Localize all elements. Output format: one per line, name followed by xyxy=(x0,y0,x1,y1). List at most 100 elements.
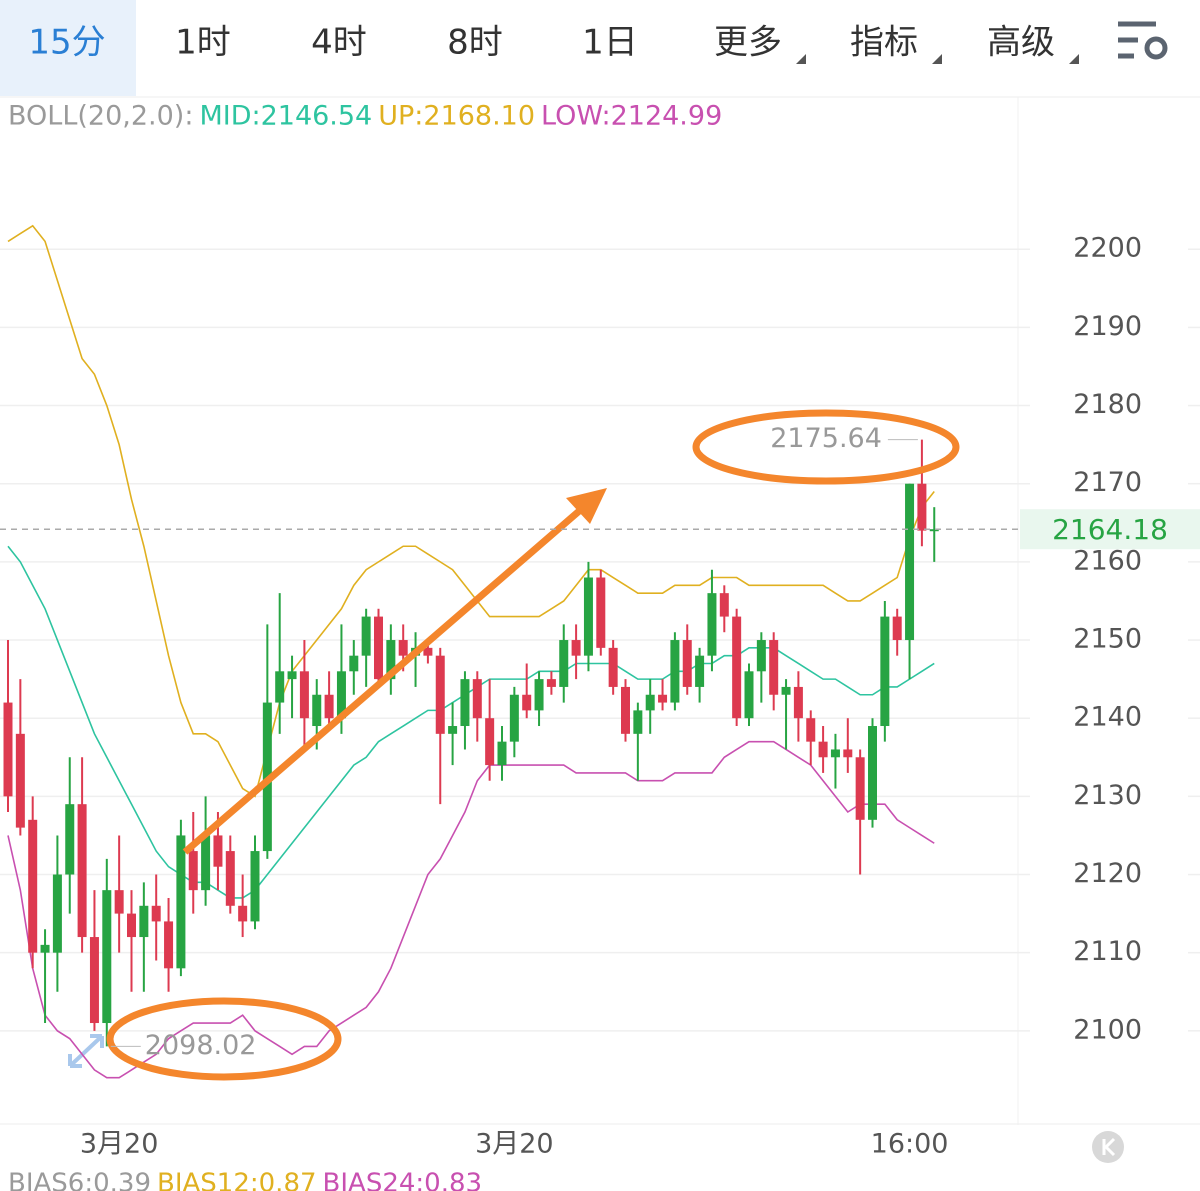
candle-body xyxy=(374,616,383,680)
candle-body xyxy=(435,655,445,734)
dropdown-triangle xyxy=(932,54,942,64)
candle-body xyxy=(571,640,581,656)
candle-body xyxy=(917,483,927,531)
legend-text: BIAS24:0.83 xyxy=(323,1169,483,1191)
candle-body xyxy=(28,819,38,953)
settings-icon[interactable] xyxy=(1118,21,1168,60)
tab[interactable]: 指标 xyxy=(850,23,918,63)
candle-body xyxy=(695,655,705,687)
legend-text: LOW:2124.99 xyxy=(541,101,722,132)
y-tick-label: 2200 xyxy=(1073,233,1142,264)
y-tick-label: 2180 xyxy=(1073,389,1142,420)
candle-body xyxy=(299,671,309,719)
candle-body xyxy=(448,726,458,734)
candle-body xyxy=(3,702,13,797)
candle-body xyxy=(707,593,717,656)
candle-body xyxy=(645,694,655,711)
candle-body xyxy=(472,679,482,719)
candle-body xyxy=(65,804,75,875)
candle-body xyxy=(188,851,198,891)
candle-body xyxy=(361,616,371,656)
candle-body xyxy=(509,694,519,742)
candle-body xyxy=(608,647,618,687)
candle-body xyxy=(287,671,297,680)
candle-body xyxy=(139,905,149,938)
tab[interactable]: 更多 xyxy=(714,23,782,63)
candle-body xyxy=(324,694,334,719)
candle-body xyxy=(806,718,816,742)
candle-body xyxy=(40,944,50,953)
candle-body xyxy=(460,679,470,727)
candle-body xyxy=(398,640,408,656)
candle-body xyxy=(497,741,507,766)
candle-body xyxy=(15,733,25,828)
candle-body xyxy=(682,640,692,687)
boll-line xyxy=(7,740,935,1079)
tab[interactable]: 15分 xyxy=(28,23,105,63)
tab[interactable]: 8时 xyxy=(447,23,503,63)
candle-body xyxy=(312,694,322,727)
candle-body xyxy=(830,749,840,758)
last-price-box xyxy=(1020,509,1200,550)
high-marker-label: 2175.64 xyxy=(770,423,882,454)
y-tick-label: 2190 xyxy=(1073,311,1142,342)
tab[interactable]: 1时 xyxy=(175,23,231,63)
candle-body xyxy=(633,710,643,734)
last-price-label: 2164.18 xyxy=(1052,513,1168,546)
candle-body xyxy=(559,640,569,687)
y-tick-label: 2100 xyxy=(1073,1014,1142,1045)
tab[interactable]: 4时 xyxy=(311,23,367,63)
candle-body xyxy=(756,640,766,672)
candle-body xyxy=(423,647,433,656)
y-tick-label: 2150 xyxy=(1073,624,1142,655)
y-tick-label: 2160 xyxy=(1073,545,1142,576)
y-tick-label: 2120 xyxy=(1073,858,1142,889)
candle-body xyxy=(793,686,803,719)
tab[interactable]: 高级 xyxy=(987,23,1055,63)
candle-body xyxy=(596,577,606,648)
candle-body xyxy=(349,655,359,672)
x-tick-label: 3月20 xyxy=(475,1129,554,1160)
y-tick-label: 2170 xyxy=(1073,467,1142,498)
candle-body xyxy=(546,679,556,687)
candle-body xyxy=(781,686,791,695)
annotations xyxy=(106,409,960,1081)
candle-body xyxy=(658,694,668,703)
candle-body xyxy=(336,671,346,719)
legend-text: BIAS12:0.87 xyxy=(157,1169,317,1191)
legend-text: MID:2146.54 xyxy=(199,101,372,132)
tab[interactable]: 1日 xyxy=(582,23,638,63)
x-tick-label: 16:00 xyxy=(871,1129,949,1160)
zoom-icon[interactable] xyxy=(68,1034,104,1068)
candle-body xyxy=(151,905,161,922)
candle-body xyxy=(250,851,260,922)
candle-body xyxy=(769,640,779,695)
candle-body xyxy=(225,851,235,906)
candle-body xyxy=(670,640,680,703)
x-tick-label: 3月20 xyxy=(80,1129,159,1160)
candle-body xyxy=(89,937,99,1024)
candle-body xyxy=(744,671,754,719)
candle-body xyxy=(892,616,902,641)
candle-body xyxy=(732,616,742,719)
legend-text: UP:2168.10 xyxy=(378,101,535,132)
candle-body xyxy=(843,749,853,758)
candle-body xyxy=(201,835,211,891)
candle-body xyxy=(534,679,544,711)
active-tab-bg xyxy=(0,0,136,96)
legend-text: BOLL(20,2.0): xyxy=(8,101,193,132)
candle-body xyxy=(77,804,87,938)
boll-line xyxy=(7,224,935,798)
y-tick-label: 2130 xyxy=(1073,780,1142,811)
candle-body xyxy=(127,913,136,938)
candle-body xyxy=(855,757,865,820)
collapse-icon[interactable] xyxy=(1092,1131,1124,1163)
candle-body xyxy=(102,890,112,1024)
dropdown-triangle xyxy=(796,54,806,64)
dropdown-triangle xyxy=(1069,54,1079,64)
candle-body xyxy=(485,718,495,766)
candle-body xyxy=(522,694,532,711)
candle-body xyxy=(164,921,174,969)
candle-body xyxy=(818,741,828,758)
